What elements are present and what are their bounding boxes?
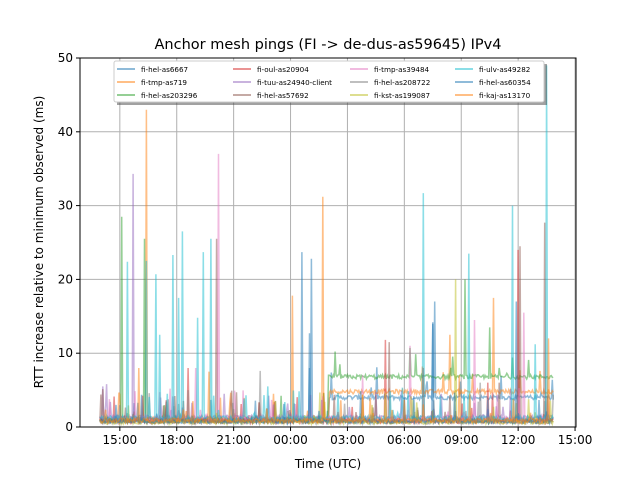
legend-label: fi-hel-as57692 [257,91,309,100]
y-axis-label: RTT increase relative to minimum observe… [32,96,46,389]
legend-label: fi-tmp-as719 [141,78,187,87]
x-tick-label: 03:00 [330,433,365,447]
x-tick-label: 18:00 [159,433,194,447]
y-tick-label: 0 [65,420,73,434]
x-tick-label: 15:00 [558,433,593,447]
y-tick-label: 20 [58,272,73,286]
chart-title: Anchor mesh pings (FI -> de-dus-as59645)… [155,37,502,53]
plot-frame [79,57,577,428]
legend-label: fi-ulv-as49282 [479,65,530,74]
x-axis: 15:00 18:00 21:00 00:00 03:00 06:00 09:00 12:00… [103,427,593,447]
x-tick-label: 12:00 [501,433,536,447]
x-tick-label: 21:00 [216,433,251,447]
legend-label: fi-kst-as199087 [374,91,430,100]
series-line-fi-kaj-as13170 [99,338,554,426]
series-line-fi-hel-as60354 [99,301,554,427]
y-axis: 0 10 20 30 40 50 [58,51,80,434]
legend-label: fi-hel-as6667 [141,65,188,74]
y-tick-label: 10 [58,346,73,360]
y-tick-label: 30 [58,199,73,213]
y-tick-label: 50 [58,51,73,65]
legend: fi-hel-as6667 fi-tmp-as719 fi-hel-as203296… [113,60,547,105]
series-lines [99,65,554,427]
legend-label: fi-kaj-as13170 [479,91,531,100]
x-tick-label: 09:00 [444,433,479,447]
legend-label: fi-oul-as20904 [257,65,309,74]
x-tick-label: 00:00 [273,433,308,447]
legend-label: fi-tmp-as39484 [374,65,430,74]
legend-label: fi-tuu-as24940-client [257,78,332,87]
legend-label: fi-hel-as60354 [479,78,531,87]
y-tick-label: 40 [58,125,73,139]
legend-label: fi-hel-as208722 [374,78,430,87]
legend-label: fi-hel-as203296 [141,91,198,100]
x-tick-label: 15:00 [103,433,138,447]
x-tick-label: 06:00 [387,433,422,447]
x-axis-label: Time (UTC) [294,457,361,471]
